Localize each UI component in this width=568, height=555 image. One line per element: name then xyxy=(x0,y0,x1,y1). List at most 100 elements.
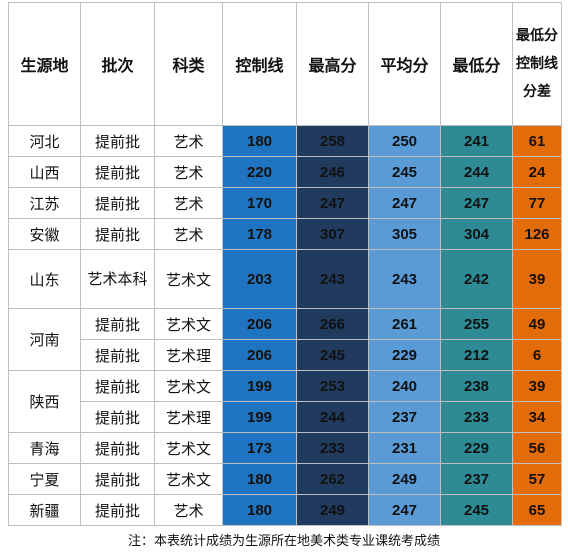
min-score-cell: 212 xyxy=(440,339,513,371)
batch-cell: 提前批 xyxy=(80,156,155,188)
max-score-cell: 307 xyxy=(296,218,369,250)
header-province: 生源地 xyxy=(8,2,81,126)
control-line-cell: 206 xyxy=(222,339,297,371)
control-line-cell: 173 xyxy=(222,432,297,464)
gap-cell: 49 xyxy=(512,308,562,340)
category-cell: 艺术理 xyxy=(154,339,223,371)
header-gap: 最低分控制线分差 xyxy=(512,2,562,126)
gap-cell: 126 xyxy=(512,218,562,250)
min-score-cell: 255 xyxy=(440,308,513,340)
province-cell: 新疆 xyxy=(8,494,81,526)
gap-cell: 65 xyxy=(512,494,562,526)
table-footnote: 注：本表统计成绩为生源所在地美术类专业课统考成绩 xyxy=(127,534,440,549)
admission-score-table: 生源地 批次 科类 控制线 最高分 平均分 最低分 最低分控制线分差 河北 提前… xyxy=(8,2,562,526)
province-cell: 江苏 xyxy=(8,187,81,219)
table-row: 新疆 提前批 艺术 180 249 247 245 65 xyxy=(8,494,562,526)
table-row: 河南 提前批 艺术文 206 266 261 255 49 xyxy=(8,308,562,371)
max-score-cell: 253 xyxy=(296,370,369,402)
category-cell: 艺术文 xyxy=(154,463,223,495)
gap-cell: 24 xyxy=(512,156,562,188)
category-cell: 艺术文 xyxy=(154,432,223,464)
max-score-cell: 245 xyxy=(296,339,369,371)
category-cell: 艺术文 xyxy=(154,370,223,402)
batch-cell: 艺术本科 xyxy=(80,249,155,309)
min-score-cell: 238 xyxy=(440,370,513,402)
max-score-cell: 258 xyxy=(296,125,369,157)
avg-score-cell: 229 xyxy=(368,339,441,371)
category-cell: 艺术 xyxy=(154,156,223,188)
min-score-cell: 242 xyxy=(440,249,513,309)
control-line-cell: 206 xyxy=(222,308,297,340)
category-cell: 艺术文 xyxy=(154,249,223,309)
gap-cell: 56 xyxy=(512,432,562,464)
province-cell: 山东 xyxy=(8,249,81,309)
min-score-cell: 233 xyxy=(440,401,513,433)
avg-score-cell: 261 xyxy=(368,308,441,340)
avg-score-cell: 249 xyxy=(368,463,441,495)
gap-cell: 77 xyxy=(512,187,562,219)
control-line-cell: 220 xyxy=(222,156,297,188)
max-score-cell: 266 xyxy=(296,308,369,340)
province-cell: 河北 xyxy=(8,125,81,157)
header-row: 生源地 批次 科类 控制线 最高分 平均分 最低分 最低分控制线分差 xyxy=(8,2,562,126)
province-cell: 陕西 xyxy=(8,370,81,433)
header-avg-score: 平均分 xyxy=(368,2,441,126)
batch-cell: 提前批 xyxy=(80,218,155,250)
batch-cell: 提前批 xyxy=(80,308,155,340)
category-cell: 艺术 xyxy=(154,494,223,526)
batch-cell: 提前批 xyxy=(80,432,155,464)
control-line-cell: 199 xyxy=(222,401,297,433)
header-max-score: 最高分 xyxy=(296,2,369,126)
min-score-cell: 229 xyxy=(440,432,513,464)
max-score-cell: 243 xyxy=(296,249,369,309)
category-cell: 艺术文 xyxy=(154,308,223,340)
gap-cell: 61 xyxy=(512,125,562,157)
table-row: 江苏 提前批 艺术 170 247 247 247 77 xyxy=(8,187,562,219)
min-score-cell: 244 xyxy=(440,156,513,188)
batch-cell: 提前批 xyxy=(80,494,155,526)
table-row: 安徽 提前批 艺术 178 307 305 304 126 xyxy=(8,218,562,250)
batch-cell: 提前批 xyxy=(80,401,155,433)
max-score-cell: 262 xyxy=(296,463,369,495)
category-cell: 艺术 xyxy=(154,187,223,219)
avg-score-cell: 245 xyxy=(368,156,441,188)
min-score-cell: 241 xyxy=(440,125,513,157)
min-score-cell: 237 xyxy=(440,463,513,495)
avg-score-cell: 247 xyxy=(368,494,441,526)
gap-cell: 34 xyxy=(512,401,562,433)
gap-cell: 57 xyxy=(512,463,562,495)
control-line-cell: 178 xyxy=(222,218,297,250)
table-row: 提前批 艺术理 199 244 237 233 34 xyxy=(9,401,562,433)
province-cell: 青海 xyxy=(8,432,81,464)
table-row: 提前批 艺术理 206 245 229 212 6 xyxy=(9,339,562,371)
avg-score-cell: 250 xyxy=(368,125,441,157)
max-score-cell: 247 xyxy=(296,187,369,219)
min-score-cell: 245 xyxy=(440,494,513,526)
table-row: 青海 提前批 艺术文 173 233 231 229 56 xyxy=(8,432,562,464)
table-row: 河北 提前批 艺术 180 258 250 241 61 xyxy=(8,125,562,157)
min-score-cell: 247 xyxy=(440,187,513,219)
control-line-cell: 203 xyxy=(222,249,297,309)
table-row: 山东 艺术本科 艺术文 203 243 243 242 39 xyxy=(8,249,562,309)
province-cell: 宁夏 xyxy=(8,463,81,495)
province-cell: 河南 xyxy=(8,308,81,371)
avg-score-cell: 231 xyxy=(368,432,441,464)
avg-score-cell: 305 xyxy=(368,218,441,250)
table-row: 陕西 提前批 艺术文 199 253 240 238 39 xyxy=(8,370,562,433)
batch-cell: 提前批 xyxy=(80,339,155,371)
control-line-cell: 199 xyxy=(222,370,297,402)
table-row: 宁夏 提前批 艺术文 180 262 249 237 57 xyxy=(8,463,562,495)
province-cell: 安徽 xyxy=(8,218,81,250)
category-cell: 艺术 xyxy=(154,218,223,250)
gap-cell: 6 xyxy=(512,339,562,371)
province-cell: 山西 xyxy=(8,156,81,188)
avg-score-cell: 240 xyxy=(368,370,441,402)
min-score-cell: 304 xyxy=(440,218,513,250)
table-row: 山西 提前批 艺术 220 246 245 244 24 xyxy=(8,156,562,188)
category-cell: 艺术 xyxy=(154,125,223,157)
control-line-cell: 180 xyxy=(222,125,297,157)
gap-cell: 39 xyxy=(512,370,562,402)
header-min-score: 最低分 xyxy=(440,2,513,126)
control-line-cell: 180 xyxy=(222,463,297,495)
